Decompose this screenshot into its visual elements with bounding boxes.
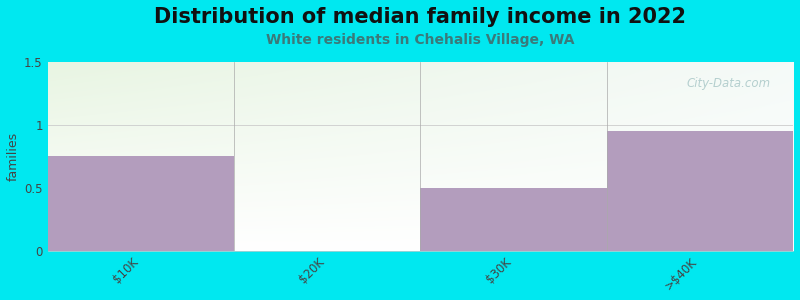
Text: White residents in Chehalis Village, WA: White residents in Chehalis Village, WA [266, 33, 574, 47]
Bar [47, 156, 234, 251]
Bar [420, 188, 606, 251]
Y-axis label: families: families [7, 132, 20, 181]
Text: City-Data.com: City-Data.com [686, 77, 770, 90]
Title: Distribution of median family income in 2022: Distribution of median family income in … [154, 7, 686, 27]
Bar [606, 131, 793, 251]
